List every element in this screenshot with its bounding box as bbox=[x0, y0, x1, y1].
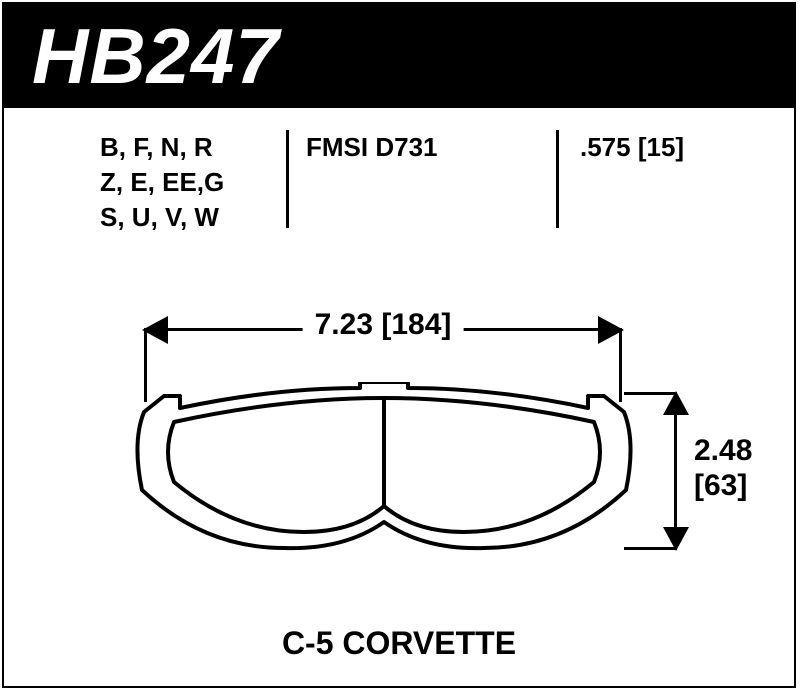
diagram-frame: HB247 B, F, N, R Z, E, EE,G S, U, V, W F… bbox=[2, 2, 796, 688]
compounds-line: B, F, N, R bbox=[100, 130, 270, 165]
compounds-line: Z, E, EE,G bbox=[100, 165, 270, 200]
height-label: 2.48 [63] bbox=[694, 434, 752, 503]
height-mm: [63] bbox=[694, 469, 752, 504]
width-label: 7.23 [184] bbox=[303, 308, 464, 342]
thickness-column: .575 [15] bbox=[580, 130, 730, 165]
height-dimension: 2.48 [63] bbox=[644, 392, 764, 550]
height-inches: 2.48 bbox=[694, 434, 752, 469]
compounds-line: S, U, V, W bbox=[100, 200, 270, 235]
divider bbox=[286, 130, 289, 228]
model-label: C-5 CORVETTE bbox=[4, 625, 794, 662]
brake-pad-outline bbox=[124, 382, 644, 562]
spec-row: B, F, N, R Z, E, EE,G S, U, V, W FMSI D7… bbox=[4, 130, 794, 240]
arrow-up-icon bbox=[663, 391, 689, 415]
header-bar: HB247 bbox=[4, 4, 794, 108]
thickness-inches: .575 bbox=[580, 132, 631, 162]
fmsi-code: FMSI D731 bbox=[306, 132, 438, 162]
arrow-right-icon bbox=[598, 316, 624, 344]
part-number: HB247 bbox=[32, 11, 280, 102]
compounds-column: B, F, N, R Z, E, EE,G S, U, V, W bbox=[100, 130, 270, 235]
arrow-down-icon bbox=[663, 527, 689, 551]
thickness-mm: [15] bbox=[638, 132, 684, 162]
arrow-left-icon bbox=[142, 316, 168, 344]
width-inches: 7.23 bbox=[315, 308, 373, 341]
divider bbox=[556, 130, 559, 228]
width-mm: [184] bbox=[381, 308, 451, 341]
fmsi-column: FMSI D731 bbox=[306, 130, 506, 165]
width-dimension: 7.23 [184] bbox=[144, 310, 622, 350]
